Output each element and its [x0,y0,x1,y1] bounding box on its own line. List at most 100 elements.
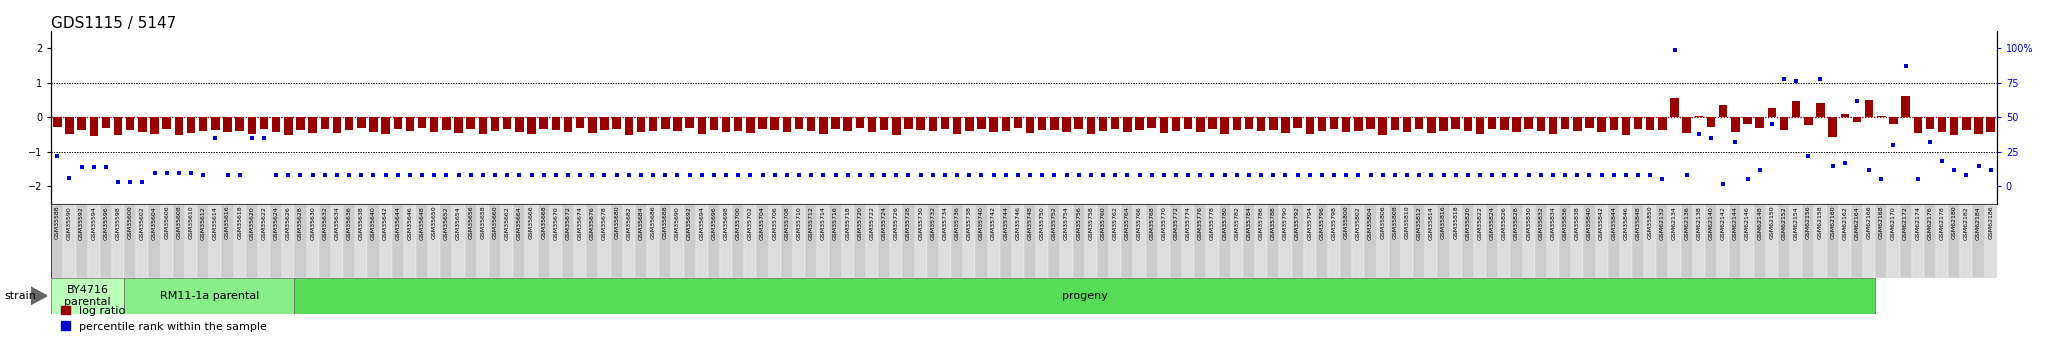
Bar [1157,204,1169,278]
Bar [115,117,123,135]
Bar [514,204,526,278]
Point [174,170,207,175]
Bar [354,204,367,278]
Text: GSM62174: GSM62174 [1915,206,1921,240]
Text: GSM35706: GSM35706 [772,206,778,239]
Bar [977,117,985,129]
Text: GSM62134: GSM62134 [1671,206,1677,240]
Point [1171,172,1204,178]
Bar [965,117,973,131]
Text: GSM35678: GSM35678 [602,206,606,239]
Point [952,172,985,178]
Point [1233,172,1266,178]
Text: GSM35664: GSM35664 [516,206,522,239]
Point [1937,167,1970,172]
Bar [795,117,803,129]
Point [467,172,500,178]
Bar [1546,204,1559,278]
Text: GSM35770: GSM35770 [1161,206,1167,240]
Bar [102,117,111,128]
Point [1122,172,1155,178]
Text: GSM35744: GSM35744 [1004,206,1008,240]
Point [199,135,231,141]
Text: GSM35652: GSM35652 [444,206,449,239]
Point [1184,172,1217,178]
Bar [782,117,791,132]
Bar [1366,117,1374,129]
Bar [1704,204,1716,278]
Bar [53,117,61,127]
Point [260,172,293,178]
Text: GSM35676: GSM35676 [590,206,594,239]
Bar [829,204,842,278]
Bar [1401,204,1413,278]
Bar [332,204,344,278]
Text: GSM62166: GSM62166 [1866,206,1872,239]
Point [893,172,926,178]
Text: GSM35618: GSM35618 [238,206,242,239]
Bar [367,204,379,278]
Text: GSM35712: GSM35712 [809,206,813,240]
Bar [492,117,500,131]
Bar [285,117,293,135]
Legend: log ratio, percentile rank within the sample: log ratio, percentile rank within the sa… [57,301,270,336]
Bar [1767,108,1776,117]
Bar [1622,117,1630,135]
Bar [150,204,160,278]
Bar [1741,204,1753,278]
Text: GSM35602: GSM35602 [139,206,145,239]
Bar [1499,204,1511,278]
Bar [586,204,598,278]
Text: GSM35640: GSM35640 [371,206,377,239]
Point [1585,172,1618,178]
Point [1706,181,1739,186]
Point [1257,172,1290,178]
Point [1440,172,1473,178]
Bar [403,204,416,278]
Point [66,164,98,170]
Bar [1024,204,1036,278]
Bar [1038,117,1047,130]
Bar [1147,117,1155,128]
Bar [768,204,780,278]
Text: GSM35786: GSM35786 [1260,206,1264,239]
Text: GSM35648: GSM35648 [420,206,424,239]
Bar [283,204,295,278]
Point [868,172,901,178]
Bar [926,204,938,278]
Bar [1294,117,1303,128]
Bar [1427,117,1436,133]
Text: GSM62150: GSM62150 [1769,206,1774,239]
Bar [1122,204,1133,278]
Text: GSM35776: GSM35776 [1198,206,1202,240]
Bar [174,117,182,135]
Bar [1792,101,1800,117]
Text: GSM35670: GSM35670 [553,206,559,239]
Bar [879,204,891,278]
Text: GSM35600: GSM35600 [127,206,133,239]
Point [1499,172,1532,178]
Text: GSM35756: GSM35756 [1075,206,1081,239]
Text: GSM35728: GSM35728 [905,206,911,240]
Point [1208,172,1241,178]
Bar [1073,204,1085,278]
Bar [1159,117,1167,133]
Point [1755,121,1788,127]
Bar [1878,116,1886,117]
Bar [1925,117,1933,129]
Bar [1634,117,1642,129]
Text: GSM35668: GSM35668 [541,206,547,239]
Polygon shape [31,287,47,305]
Text: GSM35686: GSM35686 [651,206,655,239]
Text: GSM35592: GSM35592 [80,206,84,240]
Text: GSM62154: GSM62154 [1794,206,1798,239]
Bar [479,117,487,134]
Bar [1145,204,1157,278]
Text: GSM35762: GSM35762 [1112,206,1118,240]
Text: GSM62132: GSM62132 [1659,206,1665,240]
Bar [1233,117,1241,130]
Bar [125,204,137,278]
Bar [819,117,827,134]
Text: GSM62170: GSM62170 [1890,206,1896,239]
Bar [1255,204,1268,278]
